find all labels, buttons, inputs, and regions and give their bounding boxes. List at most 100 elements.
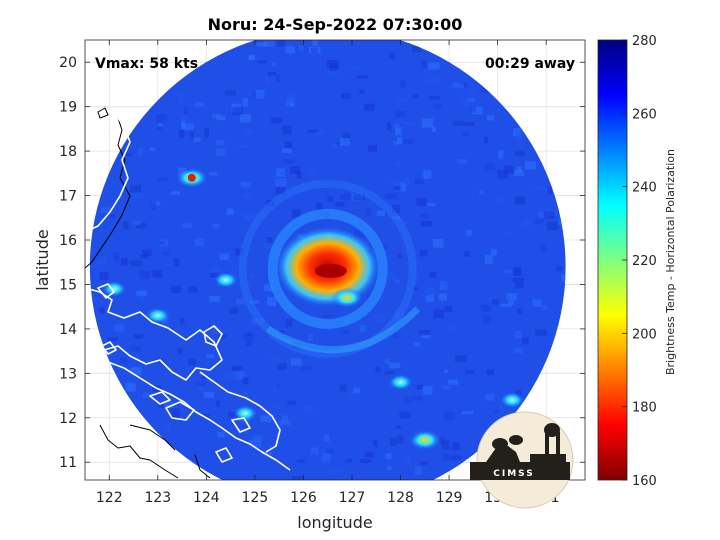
swath-pixel — [312, 40, 319, 46]
swath-pixel — [517, 308, 522, 315]
swath-pixel — [421, 60, 427, 68]
y-tick-label: 19 — [59, 100, 77, 116]
swath-pixel — [225, 370, 238, 379]
swath-pixel — [335, 201, 345, 207]
swath-pixel — [441, 440, 450, 450]
swath-pixel — [394, 161, 402, 166]
swath-pixel — [547, 221, 558, 231]
x-tick-label: 124 — [193, 490, 220, 506]
swath-pixel — [345, 459, 353, 463]
swath-pixel — [396, 425, 401, 429]
swath-pixel — [443, 369, 449, 373]
swath-pixel — [487, 296, 497, 301]
swath-pixel — [401, 221, 409, 225]
swath-pixel — [113, 252, 120, 261]
swath-pixel — [158, 402, 165, 408]
swath-pixel — [419, 249, 428, 257]
swath-pixel — [429, 271, 437, 278]
y-tick-label: 11 — [59, 455, 77, 471]
swath-pixel — [439, 293, 448, 301]
swath-pixel — [381, 245, 388, 250]
rainband-ring — [267, 208, 388, 329]
swath-pixel — [462, 411, 474, 415]
swath-pixel — [92, 295, 97, 301]
swath-pixel — [542, 305, 548, 310]
swath-pixel — [203, 413, 210, 419]
swath-pixel — [189, 132, 194, 141]
swath-pixel — [303, 406, 314, 413]
island-fragment — [97, 107, 109, 119]
swath-pixel — [451, 455, 462, 461]
swath-pixel — [261, 451, 272, 456]
swath-pixel — [479, 190, 485, 195]
swath-pixel — [393, 140, 399, 146]
swath-pixel — [252, 319, 265, 325]
swath-pixel — [561, 274, 566, 282]
swath-pixel — [462, 131, 470, 137]
y-tick-label: 16 — [59, 233, 77, 249]
swath-pixel — [447, 379, 459, 385]
swath-pixel — [242, 192, 251, 198]
vmax-annotation: Vmax: 58 kts — [95, 56, 198, 72]
swath-pixel — [322, 452, 331, 462]
swath-pixel — [534, 216, 544, 224]
samar-coast — [199, 371, 281, 453]
swath-pixel — [132, 192, 144, 199]
y-tick-label: 17 — [59, 189, 77, 205]
swath-pixel — [420, 214, 430, 219]
swath-pixel — [461, 99, 469, 106]
swath-pixel — [419, 460, 428, 465]
swath-pixel — [276, 168, 285, 177]
swath-pixel — [535, 329, 547, 336]
swath-pixel — [267, 71, 277, 76]
swath-pixel — [257, 60, 267, 64]
swath-pixel — [170, 191, 181, 195]
swath-pixel — [158, 241, 165, 245]
swath-pixel — [397, 97, 408, 102]
swath-pixel — [178, 93, 183, 102]
swath-pixel — [521, 337, 529, 345]
swath-pixel — [386, 466, 392, 471]
swath-pixel — [482, 314, 491, 324]
colorbar-tick-label: 160 — [632, 474, 657, 489]
swath-pixel — [373, 314, 386, 322]
swath-pixel — [156, 201, 161, 206]
catanduanes-coast — [203, 325, 223, 347]
swath-pixel — [160, 323, 170, 328]
swath-pixel — [268, 496, 272, 500]
swath-pixel — [183, 106, 189, 116]
swath-pixel — [404, 178, 410, 187]
swath-pixel — [444, 305, 453, 312]
colorbar-tick-label: 240 — [632, 181, 657, 196]
swath-pixel — [493, 404, 503, 410]
swath-pixel — [486, 369, 494, 376]
swath-pixel — [107, 337, 118, 341]
swath-pixel — [349, 66, 358, 70]
swath-pixel — [555, 266, 563, 272]
convective-cell-core — [187, 173, 196, 182]
swath-pixel — [226, 208, 234, 215]
swath-pixel — [187, 286, 198, 293]
swath-pixel — [292, 475, 304, 480]
swath-pixel — [282, 125, 292, 135]
swath-pixel — [240, 114, 251, 123]
swath-pixel — [130, 260, 142, 266]
swath-pixel — [235, 248, 244, 256]
swath-pixel — [211, 326, 219, 334]
swath-pixel — [384, 370, 395, 375]
convective-cell — [388, 374, 413, 391]
swath-pixel — [514, 281, 524, 289]
swath-pixel — [411, 396, 422, 401]
swath-pixel — [239, 181, 247, 187]
convective-cell — [102, 280, 127, 297]
x-tick-label: 122 — [96, 490, 123, 506]
colorbar-tick-label: 220 — [632, 254, 657, 269]
swath-pixel — [323, 434, 330, 442]
swath-pixel — [558, 218, 563, 225]
swath-pixel — [340, 193, 352, 201]
swath-pixel — [329, 469, 342, 475]
swath-pixel — [181, 120, 186, 129]
swath-pixel — [422, 385, 433, 395]
swath-pixel — [342, 133, 351, 142]
swath-pixel — [209, 172, 217, 176]
